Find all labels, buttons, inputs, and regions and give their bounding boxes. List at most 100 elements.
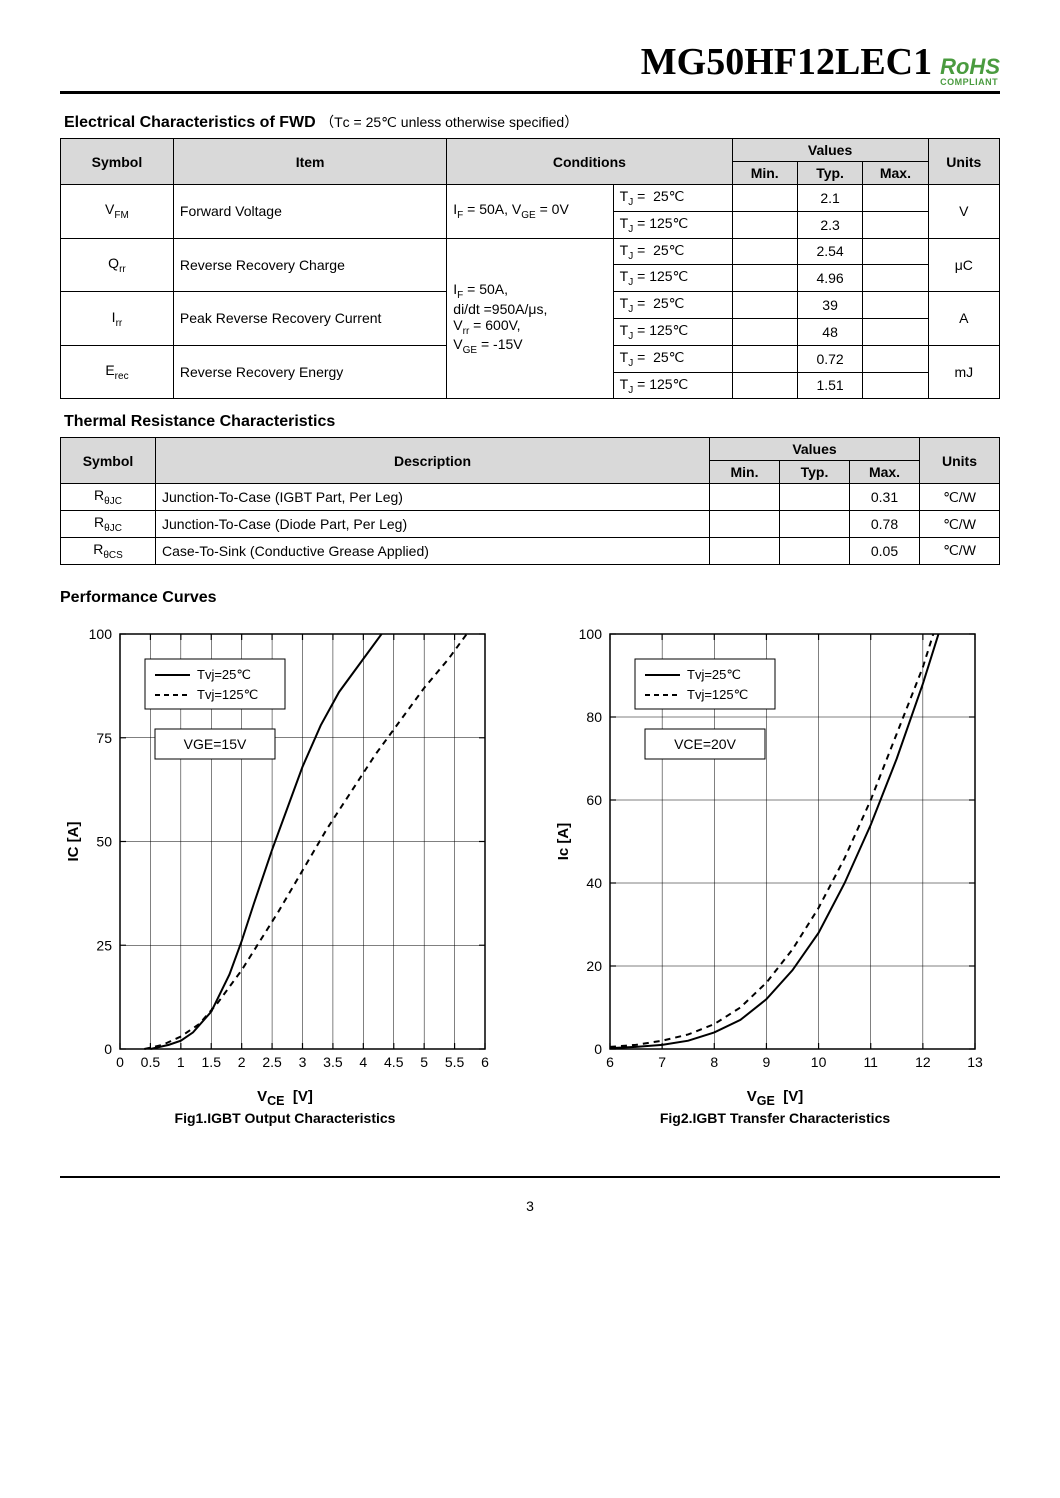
svg-text:0: 0 xyxy=(594,1041,602,1057)
symbol-vfm: VFM xyxy=(61,185,174,239)
max-1a xyxy=(863,238,928,265)
svg-text:VGE=15V: VGE=15V xyxy=(184,736,247,752)
max-1b xyxy=(863,265,928,292)
part-number: MG50HF12LEC1 xyxy=(641,40,932,84)
sym-t2: RθCS xyxy=(61,537,156,564)
th-values-2: Values xyxy=(710,438,920,461)
tj125-1: TJ = 125℃ xyxy=(613,265,732,292)
desc-t0: Junction-To-Case (IGBT Part, Per Leg) xyxy=(156,484,710,511)
svg-text:40: 40 xyxy=(586,875,602,891)
tj25-0: TJ = 25℃ xyxy=(613,185,732,212)
chart2-xlabel: VGE [V] xyxy=(550,1088,1000,1108)
th-symbol-2: Symbol xyxy=(61,438,156,484)
chart1-svg: 00.511.522.533.544.555.560255075100IC [A… xyxy=(60,619,500,1079)
units-0: V xyxy=(928,185,999,239)
chart2-container: 678910111213020406080100Ic [A]Tvj=25℃Tvj… xyxy=(550,619,1000,1126)
svg-text:0: 0 xyxy=(104,1041,112,1057)
chart1-caption: Fig1.IGBT Output Characteristics xyxy=(60,1110,510,1126)
max-2b xyxy=(863,318,928,345)
tj125-0: TJ = 125℃ xyxy=(613,211,732,238)
min-1a xyxy=(732,238,797,265)
th-conditions: Conditions xyxy=(447,139,732,185)
svg-text:Tvj=25℃: Tvj=25℃ xyxy=(197,667,251,682)
max-0a xyxy=(863,185,928,212)
svg-text:1: 1 xyxy=(177,1054,185,1070)
item-vfm: Forward Voltage xyxy=(173,185,446,239)
rohs-main: RoHS xyxy=(940,56,1000,78)
min-3b xyxy=(732,372,797,399)
svg-text:100: 100 xyxy=(579,626,603,642)
svg-text:5: 5 xyxy=(420,1054,428,1070)
min-0a xyxy=(732,185,797,212)
th-min: Min. xyxy=(732,162,797,185)
rohs-badge: RoHS COMPLIANT xyxy=(940,56,1000,87)
charts-row: 00.511.522.533.544.555.560255075100IC [A… xyxy=(60,619,1000,1126)
svg-text:VCE=20V: VCE=20V xyxy=(674,736,737,752)
max-t0: 0.31 xyxy=(850,484,920,511)
typ-3b: 1.51 xyxy=(797,372,862,399)
item-qrr: Reverse Recovery Charge xyxy=(173,238,446,292)
th-max: Max. xyxy=(863,162,928,185)
svg-text:7: 7 xyxy=(658,1054,666,1070)
th-min-2: Min. xyxy=(710,461,780,484)
curves-title: Performance Curves xyxy=(60,589,1000,607)
svg-text:1.5: 1.5 xyxy=(202,1054,222,1070)
min-2a xyxy=(732,292,797,319)
chart2-caption: Fig2.IGBT Transfer Characteristics xyxy=(550,1110,1000,1126)
chart1-container: 00.511.522.533.544.555.560255075100IC [A… xyxy=(60,619,510,1126)
svg-text:Tvj=125℃: Tvj=125℃ xyxy=(197,687,258,702)
svg-text:6: 6 xyxy=(481,1054,489,1070)
typ-t2 xyxy=(780,537,850,564)
thermal-table: Symbol Description Values Units Min. Typ… xyxy=(60,437,1000,564)
svg-text:50: 50 xyxy=(96,833,112,849)
svg-text:9: 9 xyxy=(763,1054,771,1070)
typ-2a: 39 xyxy=(797,292,862,319)
cond-shared: IF = 50A, di/dt =950A/μs, Vrr = 600V, VG… xyxy=(447,238,613,399)
document-header: MG50HF12LEC1 RoHS COMPLIANT xyxy=(60,40,1000,94)
svg-text:20: 20 xyxy=(586,958,602,974)
tj25-3: TJ = 25℃ xyxy=(613,345,732,372)
item-erec: Reverse Recovery Energy xyxy=(173,345,446,399)
svg-text:2: 2 xyxy=(238,1054,246,1070)
min-t1 xyxy=(710,511,780,538)
th-units: Units xyxy=(928,139,999,185)
rohs-sub: COMPLIANT xyxy=(940,78,998,87)
typ-1b: 4.96 xyxy=(797,265,862,292)
svg-text:Ic [A]: Ic [A] xyxy=(555,823,572,861)
svg-text:25: 25 xyxy=(96,937,112,953)
units-3: mJ xyxy=(928,345,999,399)
desc-t1: Junction-To-Case (Diode Part, Per Leg) xyxy=(156,511,710,538)
chart2-svg: 678910111213020406080100Ic [A]Tvj=25℃Tvj… xyxy=(550,619,990,1079)
svg-text:60: 60 xyxy=(586,792,602,808)
typ-2b: 48 xyxy=(797,318,862,345)
th-typ: Typ. xyxy=(797,162,862,185)
tj125-3: TJ = 125℃ xyxy=(613,372,732,399)
typ-0b: 2.3 xyxy=(797,211,862,238)
max-2a xyxy=(863,292,928,319)
cond-vfm: IF = 50A, VGE = 0V xyxy=(447,185,613,239)
fwd-section-title: Electrical Characteristics of FWD （Tᴄ = … xyxy=(64,112,1000,132)
max-3b xyxy=(863,372,928,399)
typ-0a: 2.1 xyxy=(797,185,862,212)
max-3a xyxy=(863,345,928,372)
tj25-2: TJ = 25℃ xyxy=(613,292,732,319)
svg-text:Tvj=25℃: Tvj=25℃ xyxy=(687,667,741,682)
svg-text:4: 4 xyxy=(359,1054,367,1070)
symbol-qrr: Qrr xyxy=(61,238,174,292)
svg-text:Tvj=125℃: Tvj=125℃ xyxy=(687,687,748,702)
max-t1: 0.78 xyxy=(850,511,920,538)
th-item: Item xyxy=(173,139,446,185)
th-typ-2: Typ. xyxy=(780,461,850,484)
units-1: μC xyxy=(928,238,999,292)
svg-text:0: 0 xyxy=(116,1054,124,1070)
tj25-1: TJ = 25℃ xyxy=(613,238,732,265)
svg-text:IC [A]: IC [A] xyxy=(65,821,82,861)
symbol-irr: Irr xyxy=(61,292,174,346)
svg-text:75: 75 xyxy=(96,730,112,746)
th-desc: Description xyxy=(156,438,710,484)
max-0b xyxy=(863,211,928,238)
min-0b xyxy=(732,211,797,238)
units-2: A xyxy=(928,292,999,346)
desc-t2: Case-To-Sink (Conductive Grease Applied) xyxy=(156,537,710,564)
svg-text:8: 8 xyxy=(710,1054,718,1070)
